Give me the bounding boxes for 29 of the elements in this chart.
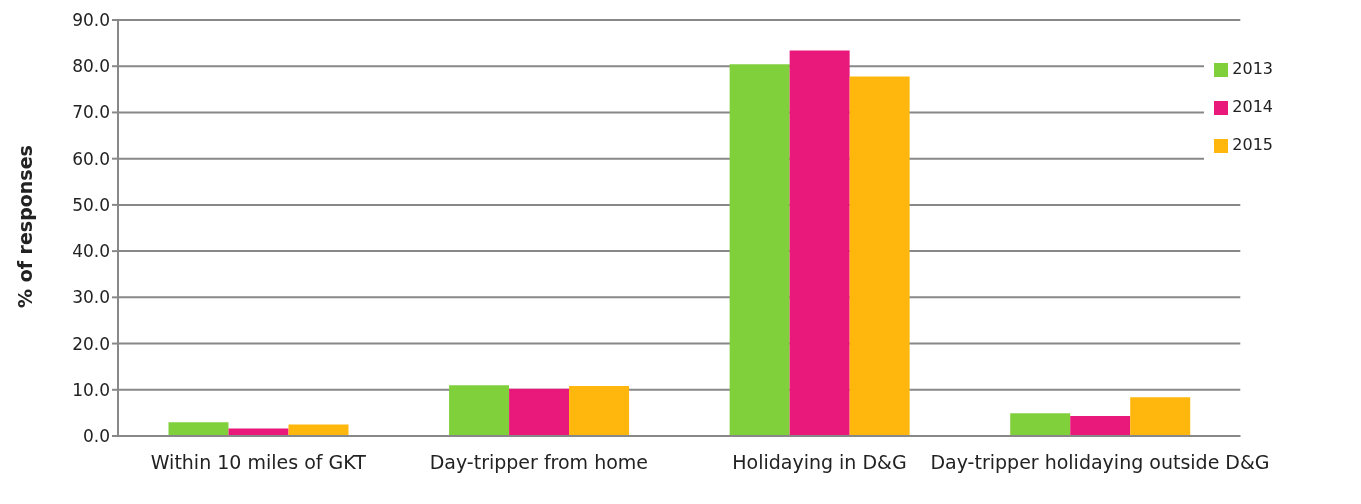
y-tick-label: 50.0 xyxy=(72,194,110,215)
legend-label: 2015 xyxy=(1232,135,1273,154)
x-tick-label: Within 10 miles of GKT xyxy=(150,451,367,474)
bar xyxy=(449,385,510,436)
bar xyxy=(729,64,790,436)
bar xyxy=(168,422,229,436)
y-tick-label: 20.0 xyxy=(72,333,110,354)
y-axis-title: % of responses xyxy=(13,145,36,308)
x-tick-label: Day-tripper from home xyxy=(429,451,649,474)
y-tick-label: 30.0 xyxy=(72,287,110,308)
bar xyxy=(1130,397,1191,436)
y-tick-label: 70.0 xyxy=(72,102,110,123)
bar xyxy=(849,76,910,436)
y-tick-label: 0.0 xyxy=(82,426,110,447)
bar xyxy=(789,50,850,436)
bar xyxy=(509,388,570,436)
legend-label: 2013 xyxy=(1232,59,1273,78)
bar xyxy=(1010,413,1071,436)
legend-label: 2014 xyxy=(1232,97,1273,116)
y-tick-label: 90.0 xyxy=(72,10,110,31)
y-tick-label: 40.0 xyxy=(72,241,110,262)
bar xyxy=(288,424,349,436)
y-tick-label: 10.0 xyxy=(72,379,110,400)
y-tick-label: 60.0 xyxy=(72,148,110,169)
x-tick-label: Holidaying in D&G xyxy=(732,451,907,474)
x-tick-label: Day-tripper holidaying outside D&G xyxy=(930,451,1270,474)
bar xyxy=(1070,416,1131,436)
bar xyxy=(569,386,630,436)
y-tick-label: 80.0 xyxy=(72,56,110,77)
